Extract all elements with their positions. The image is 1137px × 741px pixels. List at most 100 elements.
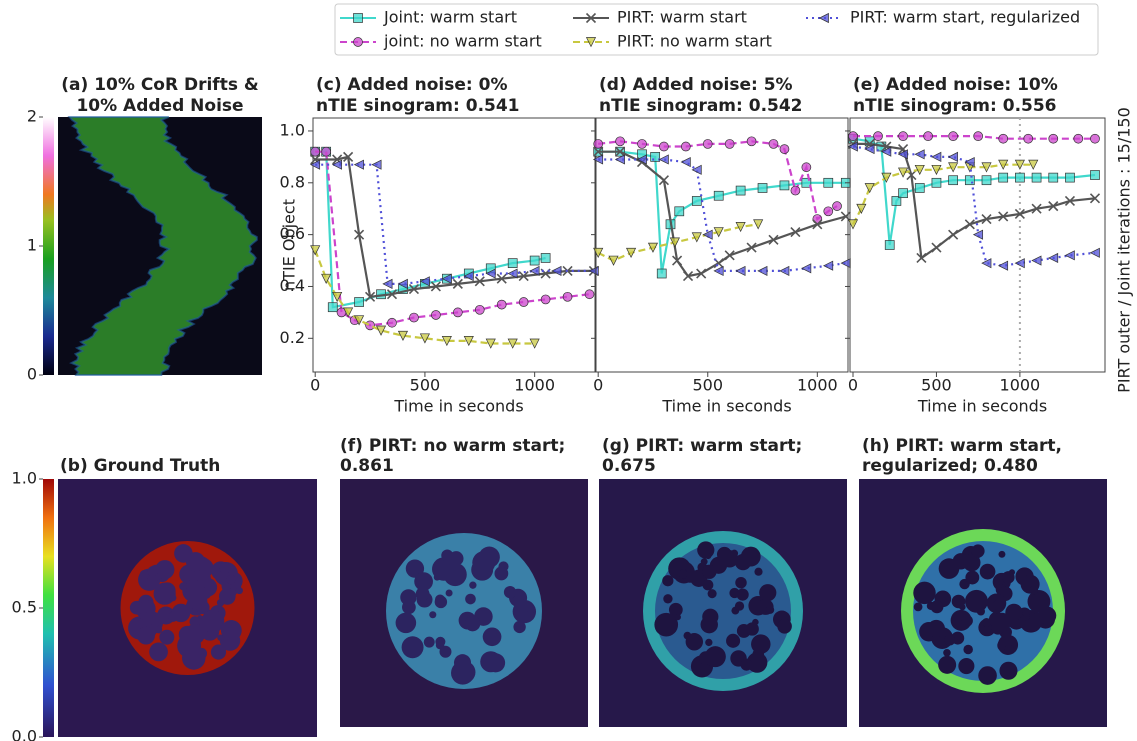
marker <box>780 181 789 190</box>
marker <box>932 178 941 187</box>
colorbar-tick-label: 1 <box>27 236 37 255</box>
marker <box>1024 134 1033 143</box>
marker <box>758 266 767 275</box>
pore <box>130 601 144 615</box>
marker <box>982 176 991 185</box>
marker <box>932 243 941 252</box>
legend-label: PIRT: warm start, regularized <box>850 8 1080 27</box>
colorbar-tick-label: 2 <box>27 107 37 126</box>
pore <box>148 566 158 576</box>
pore <box>149 643 168 662</box>
marker <box>849 132 858 141</box>
pore <box>741 547 761 567</box>
pore <box>159 630 174 645</box>
x-tick-label: 0 <box>310 376 320 395</box>
pore <box>1038 607 1056 625</box>
pore <box>179 626 196 643</box>
chart-subtitle: nTIE sinogram: 0.556 <box>853 96 1057 116</box>
panel-title: (b) Ground Truth <box>60 456 220 476</box>
marker <box>675 207 684 216</box>
pore <box>754 568 762 576</box>
legend-label: joint: no warm start <box>383 32 542 51</box>
pore <box>978 666 997 685</box>
marker <box>475 305 484 314</box>
pore <box>751 634 770 653</box>
marker <box>659 142 668 151</box>
marker <box>1032 173 1041 182</box>
marker <box>453 308 462 317</box>
marker <box>841 259 850 268</box>
marker <box>681 142 690 151</box>
pore <box>705 646 726 667</box>
marker <box>758 183 767 192</box>
pore <box>414 572 433 591</box>
pore <box>513 621 525 633</box>
marker <box>355 298 364 307</box>
pore <box>959 604 965 610</box>
x-tick-label: 500 <box>921 376 952 395</box>
x-tick-label: 0 <box>593 376 603 395</box>
pore <box>429 611 436 618</box>
marker <box>802 163 811 172</box>
marker <box>1065 251 1074 260</box>
pore <box>219 588 236 605</box>
x-axis-label: Time in seconds <box>393 397 523 416</box>
pore <box>686 633 703 650</box>
pore <box>928 620 945 637</box>
figure: PIRT outer / Joint iterations : 15/150 J… <box>0 0 1137 741</box>
marker <box>769 139 778 148</box>
plot-frame <box>313 118 595 372</box>
x-tick-label: 1000 <box>1000 376 1041 395</box>
pore <box>1009 569 1015 575</box>
chart-title: (d) Added noise: 5% <box>599 75 793 95</box>
pore <box>998 551 1005 558</box>
panel-title: 0.675 <box>602 456 656 476</box>
pore <box>220 630 240 650</box>
pore <box>705 639 712 646</box>
pore <box>992 613 1011 632</box>
marker <box>974 132 983 141</box>
marker <box>865 183 874 192</box>
pore <box>930 600 943 613</box>
marker <box>355 160 364 169</box>
marker <box>802 264 811 273</box>
pore <box>965 571 979 585</box>
chart-title: (e) Added noise: 10% <box>853 75 1058 95</box>
marker <box>1049 253 1058 262</box>
pore <box>982 618 991 627</box>
pore <box>441 550 453 562</box>
marker <box>692 196 701 205</box>
panel-title: (a) 10% CoR Drifts & <box>61 75 259 95</box>
pore <box>151 617 160 626</box>
marker <box>780 266 789 275</box>
marker <box>1090 134 1099 143</box>
pore <box>943 649 951 657</box>
pore <box>737 589 749 601</box>
marker <box>999 173 1008 182</box>
plot-frame <box>596 118 848 372</box>
marker <box>736 266 745 275</box>
marker <box>949 152 958 161</box>
pore <box>454 654 471 671</box>
colorbar <box>43 117 54 375</box>
x-tick-label: 500 <box>410 376 441 395</box>
marker <box>824 178 833 187</box>
marker <box>949 176 958 185</box>
pore <box>746 622 759 635</box>
pore <box>993 600 1003 610</box>
marker <box>311 147 320 156</box>
pore <box>172 604 190 622</box>
pore <box>914 603 923 612</box>
pore <box>702 565 716 579</box>
y-tick-label: 0.8 <box>280 172 305 191</box>
marker <box>616 137 625 146</box>
y-tick-label: 1.0 <box>280 120 305 139</box>
pore <box>735 577 746 588</box>
marker <box>1090 171 1099 180</box>
pore <box>436 641 445 650</box>
marker <box>1090 248 1099 257</box>
marker <box>703 139 712 148</box>
marker <box>659 155 668 164</box>
pore <box>999 662 1017 680</box>
marker <box>974 230 983 239</box>
